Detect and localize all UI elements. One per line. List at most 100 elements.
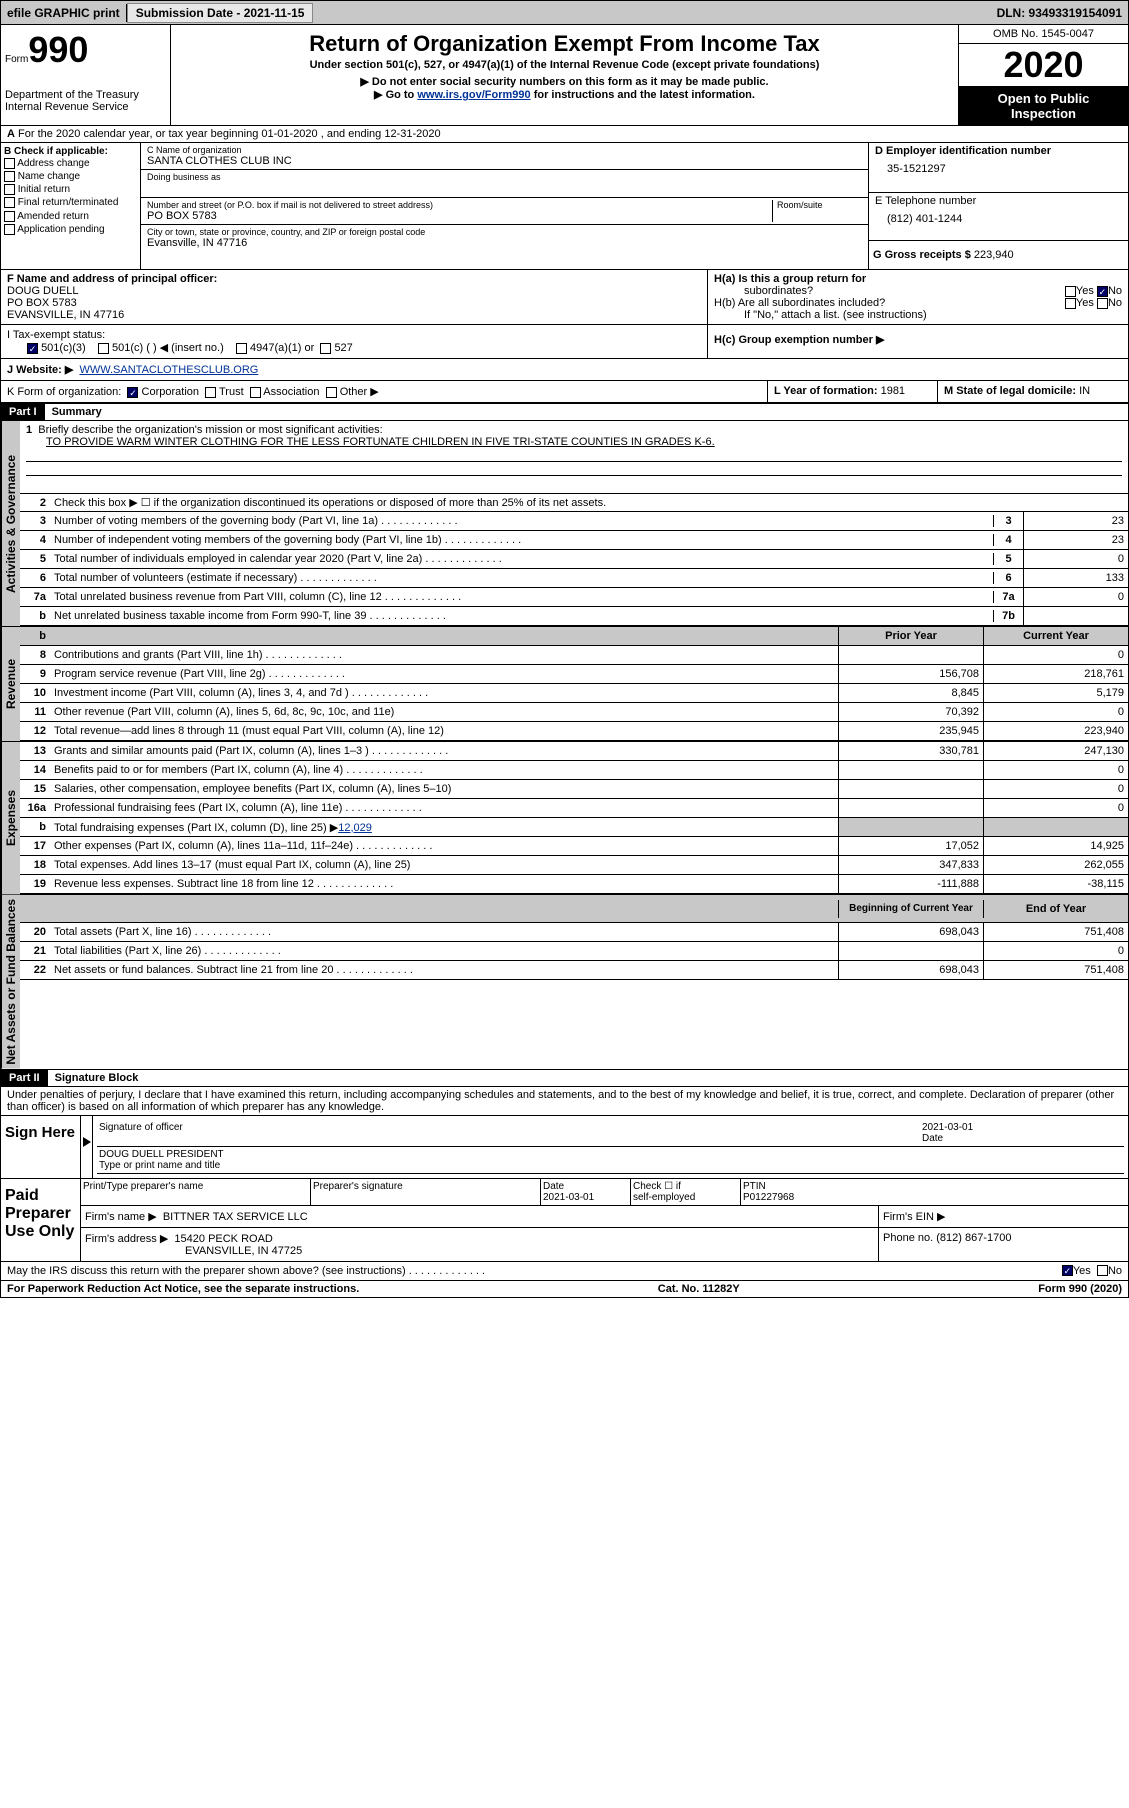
part2-bar: Part II xyxy=(1,1070,48,1086)
rev-header: bPrior YearCurrent Year xyxy=(20,627,1128,646)
discuss-no-box[interactable] xyxy=(1097,1265,1108,1276)
part1-bar: Part I xyxy=(1,404,45,420)
section-a: A For the 2020 calendar year, or tax yea… xyxy=(1,126,1128,143)
sign-here-label: Sign Here xyxy=(1,1116,81,1178)
firm-addr2: EVANSVILLE, IN 47725 xyxy=(85,1245,874,1257)
block-j: J Website: ▶ WWW.SANTACLOTHESCLUB.ORG xyxy=(1,358,1128,380)
block-m: M State of legal domicile: IN xyxy=(938,381,1128,402)
line17: 17Other expenses (Part IX, column (A), l… xyxy=(20,837,1128,856)
dln-label: DLN: 93493319154091 xyxy=(991,4,1128,22)
discuss-yes-box[interactable]: ✓ xyxy=(1062,1265,1073,1276)
subdate-label: Submission Date - xyxy=(136,6,244,20)
ha-no-box[interactable]: ✓ xyxy=(1097,286,1108,297)
block-c: C Name of organization SANTA CLOTHES CLU… xyxy=(141,143,868,269)
triangle-icon xyxy=(83,1137,91,1147)
hb-no-box[interactable] xyxy=(1097,298,1108,309)
omb-number: OMB No. 1545-0047 xyxy=(959,25,1128,44)
line20: 20Total assets (Part X, line 16)698,0437… xyxy=(20,923,1128,942)
line5: 5Total number of individuals employed in… xyxy=(20,550,1128,569)
irs-link[interactable]: www.irs.gov/Form990 xyxy=(417,89,530,101)
vtab-exp: Expenses xyxy=(1,742,20,894)
k-label: K Form of organization: xyxy=(7,386,121,398)
gross-value: 223,940 xyxy=(974,249,1014,261)
footer-right: Form 990 (2020) xyxy=(1038,1283,1122,1295)
form-id-box: Form990 Department of the Treasury Inter… xyxy=(1,25,171,125)
blocks-klm: K Form of organization: ✓ Corporation Tr… xyxy=(1,380,1128,403)
sig-officer-label: Signature of officer xyxy=(99,1122,922,1144)
chk-name: Name change xyxy=(4,170,137,183)
instruction-2: ▶ Go to www.irs.gov/Form990 for instruct… xyxy=(175,88,954,101)
block-k: K Form of organization: ✓ Corporation Tr… xyxy=(1,381,768,402)
c-name-label: C Name of organization xyxy=(147,145,862,155)
sig-declaration: Under penalties of perjury, I declare th… xyxy=(1,1087,1128,1116)
ha-yes-box[interactable] xyxy=(1065,286,1076,297)
part1-header: Part I Summary xyxy=(1,403,1128,421)
subdate-value: 2021-11-15 xyxy=(244,6,305,20)
hc-label: H(c) Group exemption number ▶ xyxy=(714,334,884,346)
hb-yes-box[interactable] xyxy=(1065,298,1076,309)
netassets-section: Net Assets or Fund Balances Beginning of… xyxy=(1,894,1128,1069)
assets-header: Beginning of Current YearEnd of Year xyxy=(20,895,1128,923)
sig-date-label: Date xyxy=(922,1133,1122,1144)
firm-addr1: 15420 PECK ROAD xyxy=(174,1233,272,1245)
line4: 4Number of independent voting members of… xyxy=(20,531,1128,550)
part2-title: Signature Block xyxy=(51,1072,139,1084)
dba-label: Doing business as xyxy=(147,172,862,182)
block-d: D Employer identification number 35-1521… xyxy=(868,143,1128,269)
firm-addr-label: Firm's address ▶ xyxy=(85,1233,168,1245)
efile-label: efile GRAPHIC print xyxy=(1,4,127,22)
footer-left: For Paperwork Reduction Act Notice, see … xyxy=(7,1283,359,1295)
blocks-fh: F Name and address of principal officer:… xyxy=(1,269,1128,324)
gross-label: G Gross receipts $ xyxy=(873,249,971,261)
prep-c3: Date xyxy=(543,1181,628,1192)
officer-name: DOUG DUELL xyxy=(7,285,701,297)
form-prefix: Form xyxy=(5,54,28,65)
open-line1: Open to Public xyxy=(963,91,1124,106)
form-container: efile GRAPHIC print Submission Date - 20… xyxy=(0,0,1129,1298)
blocks-bcd: B Check if applicable: Address change Na… xyxy=(1,143,1128,269)
mission-text: TO PROVIDE WARM WINTER CLOTHING FOR THE … xyxy=(26,436,1122,448)
prep-c2: Preparer's signature xyxy=(311,1179,541,1205)
block-b: B Check if applicable: Address change Na… xyxy=(1,143,141,269)
printed-label: Type or print name and title xyxy=(99,1160,1122,1171)
line6: 6Total number of volunteers (estimate if… xyxy=(20,569,1128,588)
chk-address: Address change xyxy=(4,157,137,170)
line16a: 16aProfessional fundraising fees (Part I… xyxy=(20,799,1128,818)
topbar: efile GRAPHIC print Submission Date - 20… xyxy=(1,1,1128,25)
discuss-row: May the IRS discuss this return with the… xyxy=(1,1262,1128,1281)
officer-addr2: EVANSVILLE, IN 47716 xyxy=(7,309,701,321)
line3: 3Number of voting members of the governi… xyxy=(20,512,1128,531)
firm-label: Firm's name ▶ xyxy=(85,1211,157,1223)
hb-label: H(b) Are all subordinates included? xyxy=(714,297,1012,309)
org-address: PO BOX 5783 xyxy=(147,210,772,222)
vtab-ag: Activities & Governance xyxy=(1,421,20,626)
line16b: bTotal fundraising expenses (Part IX, co… xyxy=(20,818,1128,837)
sign-here-block: Sign Here Signature of officer 2021-03-0… xyxy=(1,1116,1128,1179)
submission-date-button[interactable]: Submission Date - 2021-11-15 xyxy=(127,3,314,23)
line14: 14Benefits paid to or for members (Part … xyxy=(20,761,1128,780)
line10: 10Investment income (Part VIII, column (… xyxy=(20,684,1128,703)
firm-phone: (812) 867-1700 xyxy=(936,1232,1011,1244)
prep-c4b: self-employed xyxy=(633,1192,738,1203)
i-label: I Tax-exempt status: xyxy=(7,329,105,341)
discuss-text: May the IRS discuss this return with the… xyxy=(7,1265,982,1277)
dept-label: Department of the Treasury Internal Reve… xyxy=(5,89,166,113)
501c3-box[interactable]: ✓ xyxy=(27,343,38,354)
instr2-post: for instructions and the latest informat… xyxy=(531,89,755,101)
block-h: H(a) Is this a group return for subordin… xyxy=(708,270,1128,324)
website-link[interactable]: WWW.SANTACLOTHESCLUB.ORG xyxy=(79,364,258,376)
line7a: 7aTotal unrelated business revenue from … xyxy=(20,588,1128,607)
tel-label: E Telephone number xyxy=(875,195,1122,207)
instr2-pre: ▶ Go to xyxy=(374,89,417,101)
activities-governance: Activities & Governance 1 Briefly descri… xyxy=(1,421,1128,626)
open-public: Open to Public Inspection xyxy=(959,87,1128,125)
chk-amended: Amended return xyxy=(4,210,137,223)
ein-value: 35-1521297 xyxy=(875,157,1122,175)
line21: 21Total liabilities (Part X, line 26)0 xyxy=(20,942,1128,961)
block-f: F Name and address of principal officer:… xyxy=(1,270,708,324)
vtab-rev: Revenue xyxy=(1,627,20,741)
phone-label: Phone no. xyxy=(883,1232,933,1244)
block-hc: H(c) Group exemption number ▶ xyxy=(708,325,1128,358)
line15: 15Salaries, other compensation, employee… xyxy=(20,780,1128,799)
city-label: City or town, state or province, country… xyxy=(147,227,862,237)
